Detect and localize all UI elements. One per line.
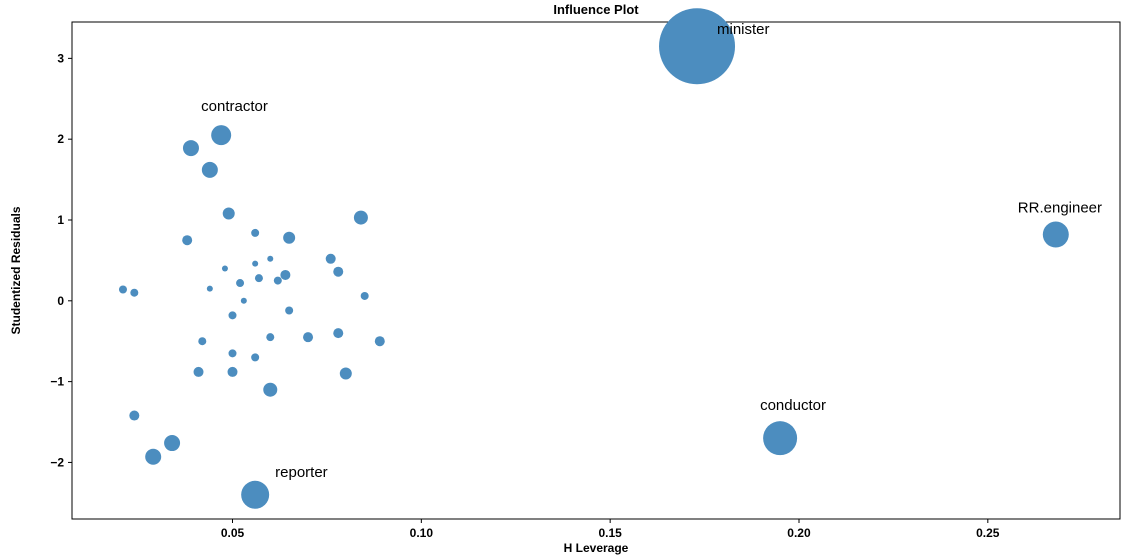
data-point (340, 368, 352, 380)
data-point (285, 307, 293, 315)
y-tick-label: 0 (57, 294, 64, 308)
data-point (241, 481, 269, 509)
point-label: minister (717, 21, 770, 38)
point-label: contractor (201, 98, 268, 115)
y-tick-label: 1 (57, 213, 64, 227)
data-point (236, 279, 244, 287)
y-axis-label: Studentized Residuals (9, 206, 23, 334)
data-point (375, 336, 385, 346)
data-point (130, 289, 138, 297)
x-axis-label: H Leverage (564, 541, 629, 555)
x-tick-label: 0.10 (410, 526, 434, 540)
data-point (659, 8, 735, 84)
data-point (241, 298, 247, 304)
data-point (252, 261, 258, 267)
data-point (145, 449, 161, 465)
data-point (763, 421, 797, 455)
point-label: conductor (760, 397, 826, 414)
data-point (303, 332, 313, 342)
data-point (266, 333, 274, 341)
data-point (333, 267, 343, 277)
data-point (267, 256, 273, 262)
x-tick-label: 0.15 (598, 526, 622, 540)
influence-plot-svg: 0.05 0.10 0.15 0.20 0.25 −2 −1 0 1 2 3 H Leverage St… (0, 0, 1133, 560)
data-point (119, 285, 127, 293)
y-tick-label: 3 (57, 51, 64, 65)
chart-title: Influence Plot (553, 2, 639, 17)
data-point (194, 367, 204, 377)
data-point (183, 140, 199, 156)
x-tick-label: 0.20 (787, 526, 811, 540)
data-point (361, 292, 369, 300)
data-point (223, 208, 235, 220)
data-point (274, 277, 282, 285)
data-point (280, 270, 290, 280)
point-label: reporter (275, 464, 328, 481)
data-point (255, 274, 263, 282)
x-tick-label: 0.05 (221, 526, 245, 540)
data-point (198, 337, 206, 345)
data-point (1043, 222, 1069, 248)
data-point (229, 349, 237, 357)
chart-bg (0, 0, 1133, 560)
data-point (222, 265, 228, 271)
data-point (211, 125, 231, 145)
data-point (354, 211, 368, 225)
data-point (229, 311, 237, 319)
y-tick-label: 2 (57, 132, 64, 146)
y-tick-label: −1 (50, 375, 64, 389)
y-tick-label: −2 (50, 455, 64, 469)
x-tick-label: 0.25 (976, 526, 1000, 540)
data-point (182, 235, 192, 245)
chart-container: 0.05 0.10 0.15 0.20 0.25 −2 −1 0 1 2 3 H Leverage St… (0, 0, 1133, 560)
point-label: RR.engineer (1018, 200, 1102, 217)
data-point (202, 162, 218, 178)
data-point (333, 328, 343, 338)
data-point (326, 254, 336, 264)
data-point (207, 286, 213, 292)
data-point (251, 353, 259, 361)
data-point (283, 232, 295, 244)
data-point (263, 383, 277, 397)
data-point (228, 367, 238, 377)
data-point (129, 411, 139, 421)
data-point (164, 435, 180, 451)
data-point (251, 229, 259, 237)
